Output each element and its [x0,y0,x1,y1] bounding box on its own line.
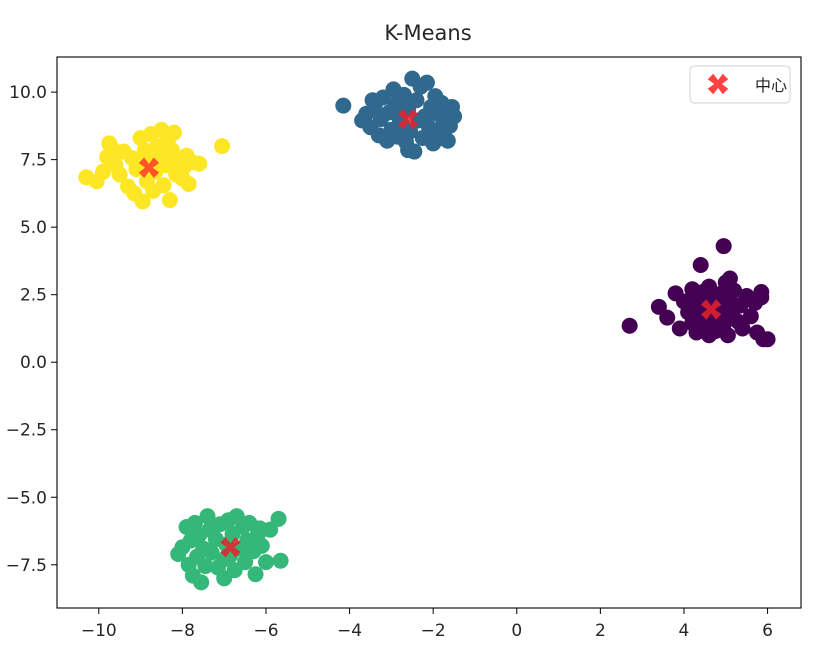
cluster-3-point [191,155,208,172]
cluster-0-point [742,308,759,325]
y-tick-label: 0.0 [20,353,47,373]
y-tick-label: 2.5 [20,286,47,306]
y-tick-label: 5.0 [20,218,47,238]
x-tick-label: 0 [511,621,522,641]
cluster-2-point [216,570,233,587]
cluster-2-point [237,554,254,571]
cluster-0-point [734,320,751,337]
cluster-3-point [105,142,122,159]
cluster-2-point [199,508,216,525]
cluster-3-point [155,177,172,194]
cluster-2-point [193,574,210,591]
cluster-3-point [166,124,183,141]
y-tick-label: 7.5 [20,151,47,171]
cluster-2-point [251,520,268,537]
cluster-0-point [671,320,688,337]
y-tick-label: −2.5 [6,421,47,441]
cluster-0-point [726,282,743,299]
plot-frame [56,56,802,609]
cluster-1-point [427,132,444,149]
x-tick-label: −2 [421,621,446,641]
x-tick-label: 2 [595,621,606,641]
cluster-2-point [270,510,287,527]
cluster-0-point [715,238,732,255]
y-tick-label: −5.0 [6,488,47,508]
cluster-1-point [335,97,352,114]
cluster-0-point [759,331,776,348]
cluster-0-point [721,270,738,287]
cluster-0-point [621,317,638,334]
cluster-3-point [134,193,151,210]
cluster-2-point [272,552,289,569]
cluster-2-point [253,537,270,554]
cluster-1-point [439,132,456,149]
cluster-2-point [203,544,220,561]
x-tick-label: 4 [679,621,690,641]
cluster-0-point [753,289,770,306]
cluster-2-point [257,554,274,571]
legend-center-marker [707,73,729,95]
points-layer [78,70,776,591]
cluster-1-point [400,142,417,159]
x-tick-label: −6 [253,621,278,641]
cluster-1-point [418,74,435,91]
cluster-2-point [186,514,203,531]
center-marker-1 [397,108,419,130]
chart-title: K-Means [384,21,471,45]
cluster-3-point [214,138,231,155]
cluster-2-point [197,558,214,575]
legend-center-icon [707,73,729,95]
cluster-0-point [684,281,701,298]
cluster-0-point [719,327,736,344]
center-marker-3 [138,157,160,178]
legend: 中心 [689,65,791,104]
cluster-1-point [446,108,463,125]
centers-layer [138,108,722,558]
cluster-1-point [395,86,412,103]
y-axis: 10.0 7.5 5.0 2.5 0.0 −2.5 −5.0 −7.5 [6,83,57,576]
cluster-3-point [111,166,128,183]
x-tick-label: −4 [337,621,362,641]
cluster-0-point [692,256,709,273]
cluster-0-point [701,278,718,295]
cluster-3-point [94,163,111,180]
cluster-3-point [180,175,197,192]
center-marker-2 [220,536,241,558]
cluster-0-point [650,298,667,315]
cluster-1-point [408,92,425,109]
x-axis: −10 −8 −6 −4 −2 0 2 4 6 [81,608,773,641]
cluster-1-point [364,92,381,109]
legend-box [689,65,791,104]
cluster-3-point [157,157,174,174]
cluster-0-point [701,327,718,344]
legend-label: 中心 [755,76,787,95]
cluster-3-point [161,192,178,209]
center-marker-0 [700,299,722,320]
cluster-3-point [136,142,153,159]
y-tick-label: 10.0 [9,83,47,103]
x-tick-label: −8 [170,621,195,641]
cluster-0-point [659,309,676,326]
x-tick-label: −10 [81,621,117,641]
cluster-2-point [247,566,264,583]
y-tick-label: −7.5 [6,556,47,576]
x-tick-label: 6 [762,621,773,641]
